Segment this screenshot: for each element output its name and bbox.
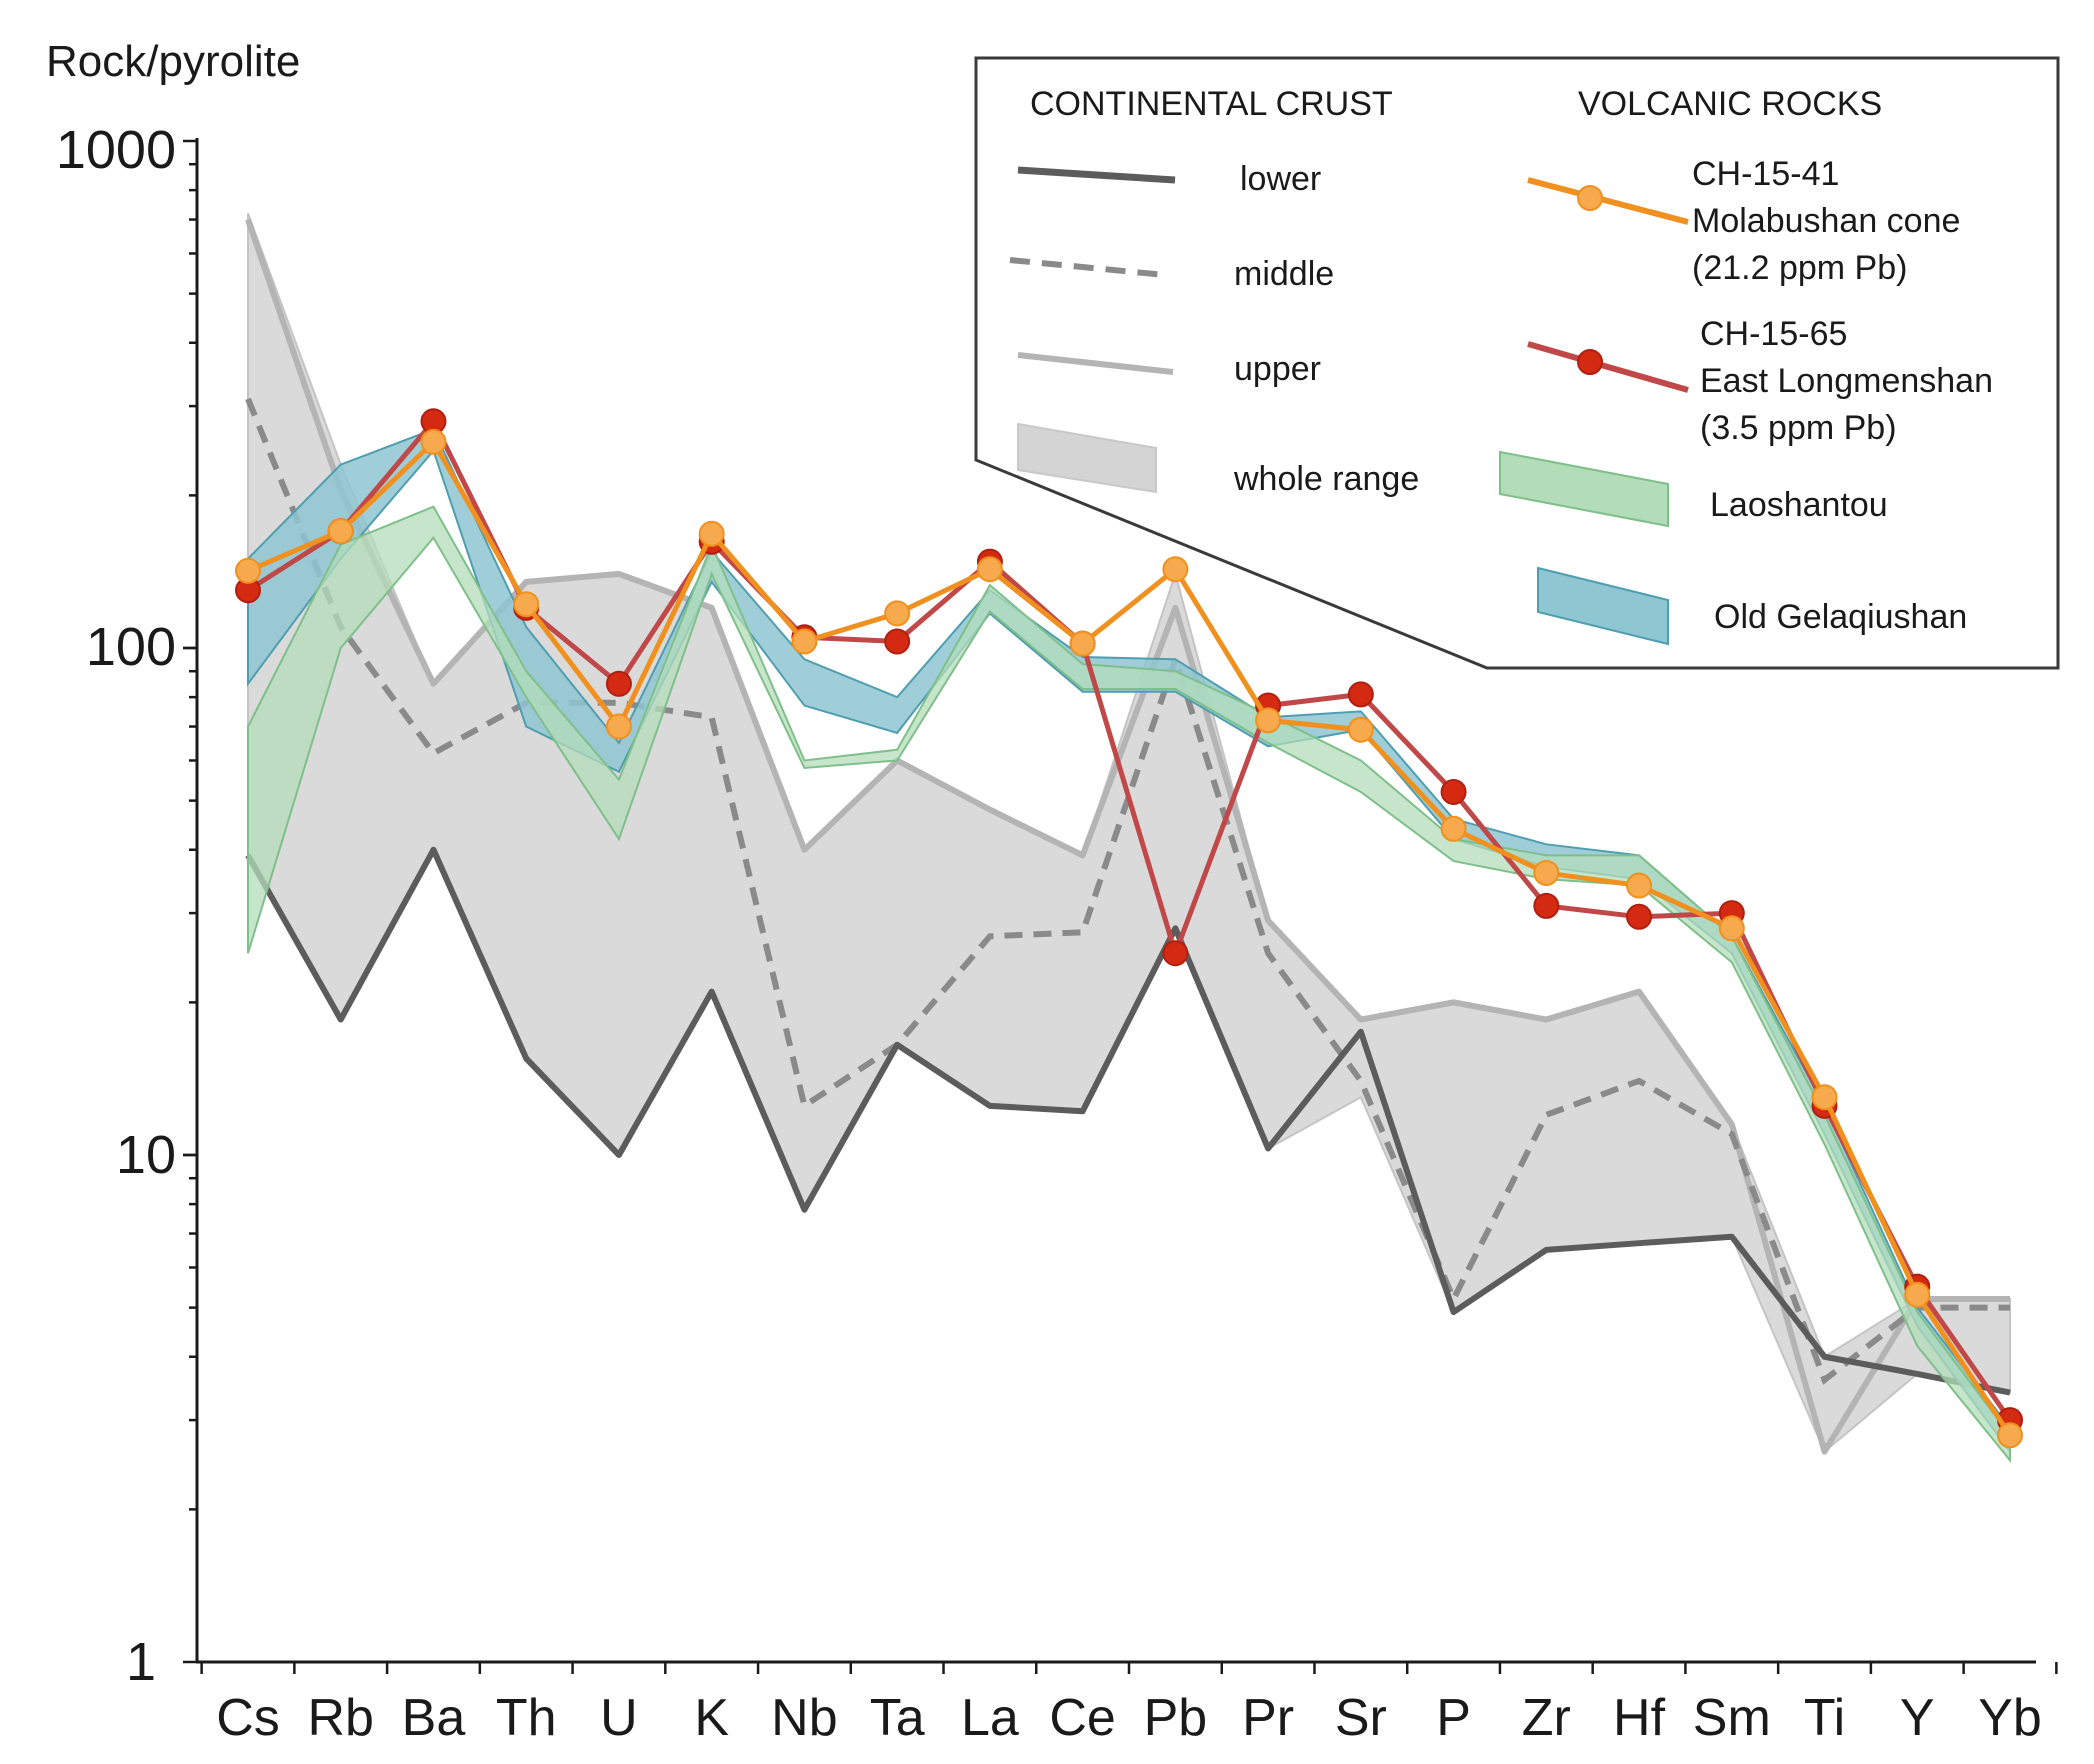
ch-15-41-point-th bbox=[513, 591, 540, 618]
x-tick-label-pr: Pr bbox=[1242, 1689, 1294, 1747]
x-tick-label-ta: Ta bbox=[870, 1689, 925, 1747]
legend-swatch-ch-15-65 bbox=[1527, 341, 1689, 393]
legend-swatch-whole-range bbox=[1017, 422, 1157, 494]
series-upper-line bbox=[245, 218, 2010, 1455]
ch-15-41-point-rb bbox=[327, 518, 354, 545]
legend-label-laoshantou: Laoshantou bbox=[1710, 486, 1888, 524]
series-lower-line bbox=[245, 846, 2011, 1396]
legend-marker-ch-15-41 bbox=[1577, 185, 1603, 211]
x-tick-label-rb: Rb bbox=[307, 1689, 373, 1747]
x-tick-label-yb: Yb bbox=[1978, 1689, 2042, 1747]
ch-15-41-point-pr bbox=[1255, 707, 1282, 734]
x-tick-label-sr: Sr bbox=[1335, 1689, 1387, 1747]
x-tick-label-nb: Nb bbox=[771, 1689, 837, 1747]
legend-swatch-ch-15-41 bbox=[1527, 177, 1689, 225]
x-tick-label-la: La bbox=[961, 1689, 1019, 1747]
legend-label-lower: lower bbox=[1240, 160, 1321, 198]
legend-header-volcanic-rocks: VOLCANIC ROCKS bbox=[1578, 85, 1882, 123]
series-laoshantou-band bbox=[247, 505, 2011, 1464]
ch-15-41-point-u bbox=[605, 713, 632, 740]
series-ch-15-41-line bbox=[247, 439, 2013, 1437]
x-tick-label-th: Th bbox=[496, 1689, 557, 1747]
ch-15-41-point-sm bbox=[1718, 915, 1745, 942]
legend-label-old-gelaqiushan: Old Gelaqiushan bbox=[1714, 598, 1967, 636]
legend-label-ch-15-41-line1: CH-15-41 bbox=[1692, 155, 1839, 193]
ch-15-65-point-u bbox=[605, 670, 632, 697]
ch-15-41-point-p bbox=[1440, 815, 1467, 842]
x-tick-label-y: Y bbox=[1900, 1689, 1935, 1747]
y-tick-label-1000: 1000 bbox=[56, 120, 176, 180]
ch-15-65-point-hf bbox=[1626, 903, 1653, 930]
ch-15-65-point-zr bbox=[1533, 892, 1560, 919]
legend-box bbox=[974, 56, 2060, 670]
x-tick-label-zr: Zr bbox=[1522, 1689, 1571, 1747]
legend-swatch-old-gelaqiushan bbox=[1537, 566, 1669, 646]
sample-band-layer bbox=[247, 428, 2011, 1464]
x-tick-label-sm: Sm bbox=[1693, 1689, 1771, 1747]
axes bbox=[183, 138, 2058, 1674]
x-tick-labels: Cs Rb Ba Th U K Nb Ta La Ce Pb Pr Sr P Zr Hf Sm Ti Y Yb bbox=[216, 1689, 2042, 1747]
legend-label-whole-range: whole range bbox=[1233, 460, 1419, 498]
x-tick-label-cs: Cs bbox=[216, 1689, 280, 1747]
ch-15-41-point-ba bbox=[420, 428, 447, 455]
ch-15-41-point-pb bbox=[1162, 556, 1189, 583]
y-tick-label-10: 10 bbox=[116, 1125, 176, 1185]
legend-header-continental-crust: CONTINENTAL CRUST bbox=[1030, 85, 1393, 123]
legend-marker-ch-15-65 bbox=[1577, 349, 1603, 375]
legend-swatch-middle bbox=[1009, 257, 1166, 278]
x-tick-label-ba: Ba bbox=[402, 1689, 466, 1747]
ch-15-65-point-sr bbox=[1347, 681, 1374, 708]
ch-15-65-point-pb bbox=[1162, 940, 1189, 967]
ch-15-41-point-zr bbox=[1533, 859, 1560, 886]
y-tick-label-100: 100 bbox=[86, 617, 176, 677]
ch-15-41-point-ta bbox=[884, 600, 911, 627]
legend-label-ch-15-41-line2: Molabushan cone bbox=[1692, 202, 1960, 240]
sample-line-layer bbox=[235, 408, 2023, 1449]
y-axis-title: Rock/pyrolite bbox=[46, 37, 300, 86]
ch-15-41-point-sr bbox=[1347, 716, 1374, 743]
legend: CONTINENTAL CRUST VOLCANIC ROCKS lower m… bbox=[974, 56, 2060, 670]
ch-15-41-point-ti bbox=[1811, 1084, 1838, 1111]
legend-label-ch-15-65-line1: CH-15-65 bbox=[1700, 315, 1847, 353]
ch-15-41-point-hf bbox=[1626, 872, 1653, 899]
legend-swatch-lower bbox=[1017, 166, 1176, 184]
x-tick-label-ti: Ti bbox=[1804, 1689, 1845, 1747]
legend-swatch-laoshantou bbox=[1499, 450, 1669, 528]
ch-15-41-point-k bbox=[698, 520, 725, 547]
ch-15-41-point-ce bbox=[1069, 630, 1096, 657]
ch-15-41-point-yb bbox=[1997, 1422, 2023, 1449]
ch-15-41-point-nb bbox=[791, 628, 818, 655]
ch-15-41-point-cs bbox=[235, 557, 261, 584]
x-tick-label-pb: Pb bbox=[1144, 1689, 1208, 1747]
ch-15-41-point-la bbox=[976, 556, 1003, 583]
legend-label-ch-15-65-line2: East Longmenshan bbox=[1700, 362, 1993, 400]
x-tick-label-hf: Hf bbox=[1613, 1689, 1666, 1747]
legend-swatch-upper bbox=[1017, 352, 1174, 375]
legend-label-ch-15-41-line3: (21.2 ppm Pb) bbox=[1692, 249, 1907, 287]
legend-label-middle: middle bbox=[1234, 255, 1334, 293]
legend-label-upper: upper bbox=[1234, 350, 1321, 388]
ch-15-65-point-p bbox=[1440, 778, 1467, 805]
ch-15-41-point-y bbox=[1904, 1281, 1931, 1308]
x-tick-label-ce: Ce bbox=[1049, 1689, 1115, 1747]
y-tick-label-1: 1 bbox=[126, 1632, 156, 1692]
x-tick-label-u: U bbox=[600, 1689, 638, 1747]
x-tick-label-p: P bbox=[1436, 1689, 1471, 1747]
x-tick-label-k: K bbox=[694, 1689, 729, 1747]
legend-label-ch-15-65-line3: (3.5 ppm Pb) bbox=[1700, 409, 1897, 447]
ch-15-65-point-ta bbox=[884, 628, 911, 655]
